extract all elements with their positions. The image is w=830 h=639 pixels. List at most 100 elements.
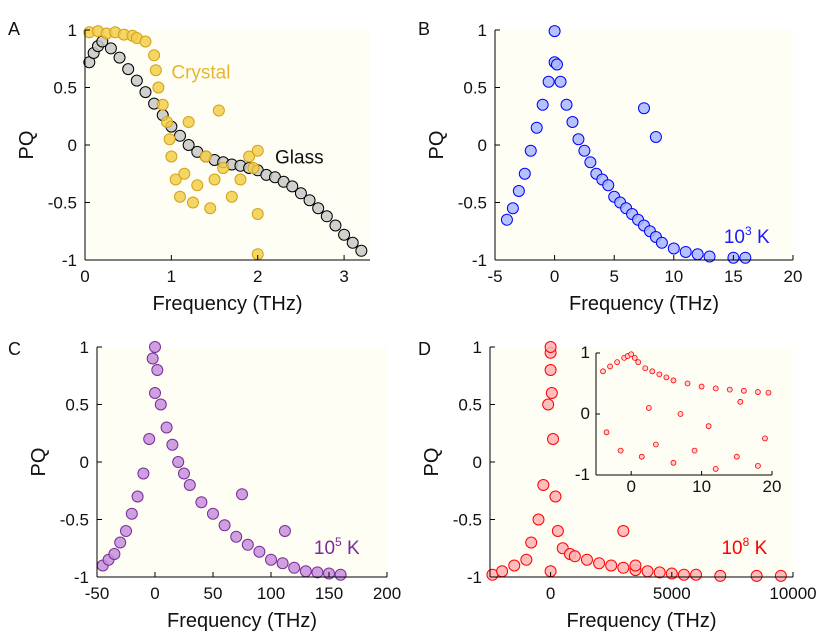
x-tick-label: 0 <box>550 267 559 286</box>
annotation-text: Crystal <box>171 62 230 83</box>
data-point <box>649 130 662 143</box>
data-point <box>114 536 127 549</box>
data-point <box>208 173 221 186</box>
inset-data-point <box>607 363 613 370</box>
data-point <box>148 49 161 62</box>
x-axis-label: Frequency (THz) <box>569 293 719 315</box>
data-point <box>580 553 593 566</box>
data-point <box>617 525 630 537</box>
data-point <box>154 398 167 411</box>
inset-data-point <box>755 389 761 395</box>
y-tick-label: -1 <box>472 251 487 270</box>
data-point <box>130 74 143 87</box>
data-point <box>703 250 716 263</box>
inset-data-point <box>677 411 684 417</box>
y-tick-label: 1 <box>80 338 89 357</box>
y-tick-label: 1 <box>473 338 482 357</box>
annotation-text: 10 <box>314 538 335 559</box>
y-tick-label: -1 <box>74 568 89 587</box>
series-0-1 <box>83 25 264 261</box>
x-tick-label: 15 <box>724 267 743 286</box>
y-tick-label: 0 <box>473 453 482 472</box>
y-tick-label: -0.5 <box>458 194 487 213</box>
y-tick-label: 0.5 <box>53 79 77 98</box>
data-point <box>512 185 525 197</box>
series-0-0 <box>83 35 368 257</box>
inset-data-point <box>614 359 621 366</box>
data-point <box>750 569 763 582</box>
inset: 0 10 20 -1 0 1 <box>575 343 782 496</box>
data-point <box>207 507 219 520</box>
data-point <box>108 548 121 560</box>
data-point <box>120 525 132 537</box>
data-point <box>125 507 138 520</box>
data-point <box>186 196 199 209</box>
series-2-0 <box>96 341 347 581</box>
data-point <box>536 98 549 111</box>
y-tick-label: -1 <box>467 568 482 587</box>
x-tick-label: 50 <box>204 584 223 603</box>
data-point <box>183 479 196 491</box>
data-point <box>251 144 264 157</box>
data-point <box>530 121 543 134</box>
inset-data-point <box>645 404 652 411</box>
panel-label: C <box>8 339 21 359</box>
inset-data-point <box>726 386 733 393</box>
x-tick-label: 5000 <box>653 584 691 603</box>
data-point <box>549 490 562 503</box>
data-point <box>572 133 585 146</box>
inset-y-tick-label: 0 <box>581 404 590 423</box>
inset-data-point <box>600 368 606 375</box>
annotation: 108 K <box>721 535 767 559</box>
data-point <box>139 86 152 99</box>
annotation-superscript: 3 <box>745 224 752 238</box>
y-tick-label: 0.5 <box>65 396 89 415</box>
data-point <box>278 525 291 537</box>
data-point <box>542 75 555 88</box>
x-tick-label: 200 <box>373 584 401 603</box>
y-tick-label: -0.5 <box>48 194 77 213</box>
data-point <box>320 210 333 223</box>
data-point <box>131 490 144 503</box>
y-tick-label: -1 <box>62 251 77 270</box>
data-point <box>204 202 217 215</box>
data-point <box>629 559 642 572</box>
data-point <box>152 81 165 94</box>
inset-data-point <box>691 447 698 454</box>
x-tick-label: 2 <box>253 267 262 286</box>
data-point <box>294 187 307 200</box>
data-point <box>191 179 204 192</box>
data-point <box>299 565 312 578</box>
x-tick-label: 0 <box>546 584 555 603</box>
data-point <box>243 150 256 163</box>
data-point <box>195 496 208 509</box>
data-point <box>547 433 560 445</box>
panel-a: 0 1 2 3 -1 -0.5 0 0.5 1 Frequency (THz) PQ A Crystal… <box>8 19 370 315</box>
y-tick-label: 0 <box>478 136 487 155</box>
inset-data-point <box>603 429 610 436</box>
data-point <box>286 180 299 193</box>
x-tick-label: 3 <box>339 267 348 286</box>
inset-data-point <box>663 374 670 381</box>
y-tick-label: 0 <box>68 136 77 155</box>
y-tick-label: 0 <box>80 453 89 472</box>
data-point <box>312 202 325 215</box>
data-point <box>217 162 230 174</box>
data-point <box>560 98 573 111</box>
panel-c: -50 0 50 100 150 200 -1 -0.5 0 0.5 1 Frequency (THz… <box>8 338 401 632</box>
x-tick-label: 10000 <box>769 584 816 603</box>
inset-data-point <box>656 371 663 378</box>
data-point <box>568 550 581 563</box>
inset-plot-area <box>596 353 772 475</box>
x-tick-label: 1 <box>167 267 176 286</box>
inset-x-tick-label: 20 <box>763 477 782 496</box>
annotation: 103 K <box>724 224 770 248</box>
data-point <box>774 569 787 582</box>
y-tick-label: 1 <box>478 21 487 40</box>
inset-data-point <box>631 354 638 361</box>
data-point <box>605 559 618 572</box>
data-point <box>160 421 173 434</box>
annotation-suffix: K <box>752 227 770 248</box>
data-point <box>578 144 591 157</box>
data-point <box>602 179 615 192</box>
